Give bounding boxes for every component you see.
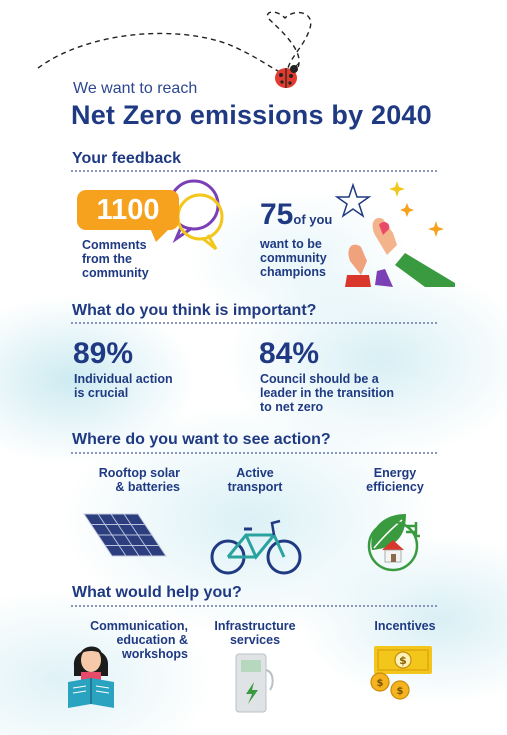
champions-count: 75 [260,198,294,231]
stat-council-value: 84% [259,337,320,370]
intro-text: We want to reach [73,80,198,97]
champions-label: want to be community champions [260,237,327,279]
svg-text:$: $ [397,686,404,697]
ev-charger-icon [235,653,274,713]
action-label-energy: Energy efficiency [366,466,424,494]
eco-house-plug-icon [367,514,420,572]
help-label-incentives: Incentives [374,619,436,633]
divider [71,452,437,454]
champions-suffix: of you [293,212,333,227]
divider [71,170,437,172]
comments-label: Comments from the community [82,238,149,280]
help-label-communication: Communication, education & workshops [90,619,188,661]
champions-stat: 75of you [260,198,332,232]
section-title-feedback: Your feedback [72,150,182,167]
solar-panel-icon [83,513,167,557]
money-coins-icon: $ $ $ [370,646,432,700]
page-title: Net Zero emissions by 2040 [71,100,432,130]
badge-tail [150,228,170,242]
dotted-flight-path [37,11,312,76]
bicycle-icon [210,519,302,575]
person-reading-icon [68,646,114,708]
section-title-important: What do you think is important? [72,302,317,319]
ladybug-icon [275,62,300,88]
divider [71,322,437,324]
divider [71,605,437,607]
raised-hands-icon [335,181,455,287]
svg-text:$: $ [377,678,384,689]
help-label-infrastructure: Infrastructure services [214,619,296,647]
stat-individual-label: Individual action is crucial [74,372,173,400]
section-title-help: What would help you? [72,584,242,601]
stat-council-label: Council should be a leader in the transi… [260,372,395,414]
action-label-solar: Rooftop solar & batteries [98,466,180,494]
action-label-transport: Active transport [227,466,283,494]
svg-text:$: $ [399,654,407,667]
section-title-action: Where do you want to see action? [72,431,331,448]
comments-count-badge: 1100 [77,190,179,230]
stat-individual-value: 89% [73,337,134,370]
